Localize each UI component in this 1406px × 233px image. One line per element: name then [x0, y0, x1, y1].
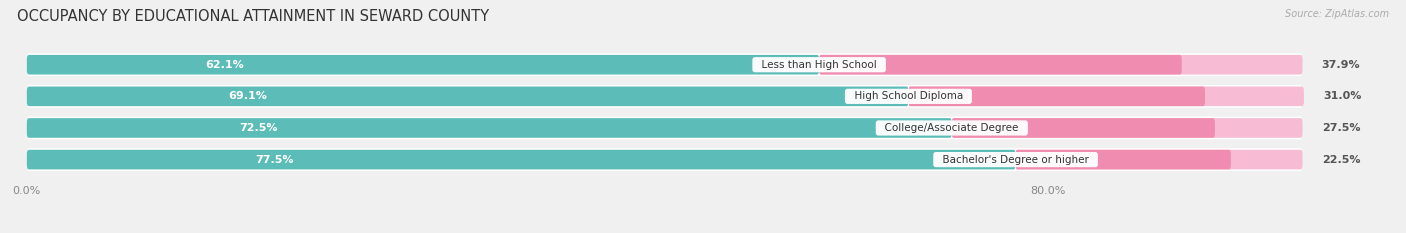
FancyBboxPatch shape: [27, 116, 1302, 139]
Text: 77.5%: 77.5%: [254, 155, 294, 164]
Text: 62.1%: 62.1%: [205, 60, 245, 70]
FancyBboxPatch shape: [27, 86, 908, 106]
FancyBboxPatch shape: [908, 86, 1303, 106]
Text: 31.0%: 31.0%: [1323, 91, 1361, 101]
Text: Bachelor's Degree or higher: Bachelor's Degree or higher: [936, 155, 1095, 164]
Text: 37.9%: 37.9%: [1322, 60, 1361, 70]
FancyBboxPatch shape: [820, 55, 1182, 75]
FancyBboxPatch shape: [1015, 150, 1230, 169]
FancyBboxPatch shape: [952, 118, 1215, 138]
FancyBboxPatch shape: [908, 86, 1205, 106]
FancyBboxPatch shape: [27, 148, 1302, 171]
FancyBboxPatch shape: [820, 55, 1302, 75]
FancyBboxPatch shape: [27, 55, 820, 75]
Text: College/Associate Degree: College/Associate Degree: [879, 123, 1025, 133]
Text: OCCUPANCY BY EDUCATIONAL ATTAINMENT IN SEWARD COUNTY: OCCUPANCY BY EDUCATIONAL ATTAINMENT IN S…: [17, 9, 489, 24]
Text: High School Diploma: High School Diploma: [848, 91, 969, 101]
FancyBboxPatch shape: [27, 53, 1302, 76]
FancyBboxPatch shape: [27, 118, 952, 138]
Text: 69.1%: 69.1%: [228, 91, 267, 101]
Text: Less than High School: Less than High School: [755, 60, 883, 70]
Text: 27.5%: 27.5%: [1322, 123, 1360, 133]
FancyBboxPatch shape: [27, 85, 1302, 108]
FancyBboxPatch shape: [27, 150, 1015, 169]
FancyBboxPatch shape: [1015, 150, 1302, 169]
FancyBboxPatch shape: [952, 118, 1302, 138]
Text: 22.5%: 22.5%: [1322, 155, 1360, 164]
Text: Source: ZipAtlas.com: Source: ZipAtlas.com: [1285, 9, 1389, 19]
Text: 72.5%: 72.5%: [239, 123, 277, 133]
